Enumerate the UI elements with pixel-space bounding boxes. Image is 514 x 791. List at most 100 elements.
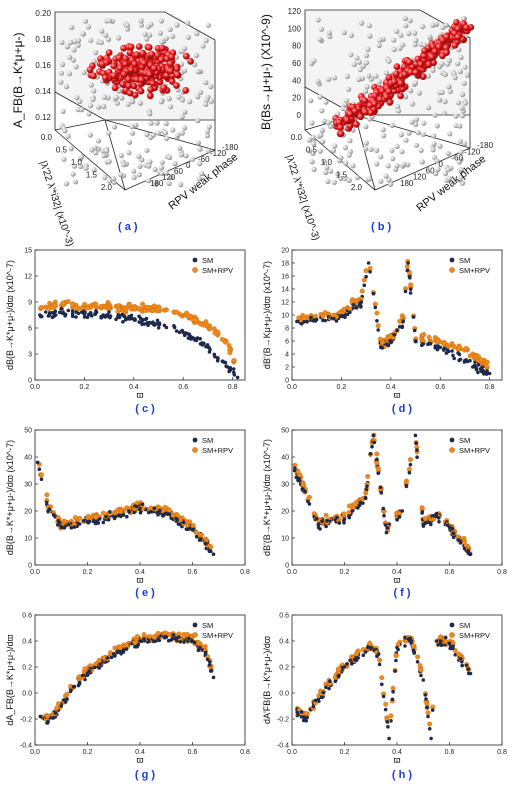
panel-g-scatter: 0.0 0.2 0.4 0.6 0.8 -0.4 -0.2 0.0 0.2 0.4 0.6 ϖ dA_F… [5,613,250,782]
panel-d-sm-point [334,319,339,323]
panel-b-gray-ball [324,164,330,170]
panel-h-sm-point [376,652,381,656]
panel-b-gray-ball [331,75,338,81]
panel-b-gray-ball [386,58,392,64]
panel-d-sm-point [343,315,347,320]
panel-a-gray-ball [96,104,102,110]
panel-b-gray-ball [311,141,317,147]
panel-a-gray-ball [91,167,97,173]
panel-a-gray-ball [158,99,164,105]
panel-g-sm-point [187,636,191,641]
panel-h-sm-point [425,705,429,710]
panel-a-gray-ball [111,176,117,182]
panel-c-sm-point [93,312,98,317]
panel-d-sm-point [450,349,454,353]
panel-h-x-label: ϖ [393,755,400,765]
panel-g-sm-point [198,645,202,650]
panel-c-rpv-point [150,307,156,313]
panel-a-gray-ball [137,163,143,169]
panel-b-gray-ball [460,16,467,22]
panel-b-gray-ball [395,104,401,110]
panel-b-gray-ball [460,91,466,98]
panel-c-sm-point [99,314,103,319]
panel-h-sm-point [424,697,428,701]
panel-a-x-tick: 0.0 [41,133,53,142]
panel-h-rpv-point [443,639,449,645]
panel-b-gray-ball [321,118,327,124]
panel-a-red-ball [110,72,118,79]
panel-e-sm-point [97,517,102,521]
panel-h-sm-point [311,704,316,709]
panel-a-gray-ball [166,96,172,102]
panel-c-x-tick-label: 0.6 [178,384,188,391]
panel-c-rpv-point [222,339,228,345]
panel-h-sm-point [303,717,307,721]
panel-a-gray-ball [175,132,181,138]
panel-g-rpv-point [117,645,123,651]
panel-d-y-tick-label: 20 [281,248,289,255]
panel-e-sm-point [46,509,50,513]
panel-b-gray-ball [374,161,380,167]
panel-b-gray-ball [403,137,409,143]
panel-a-gray-ball [174,22,180,28]
panel-d-rpv-point [404,264,410,270]
panel-b-red-ball [420,52,428,60]
panel-a-gray-ball [58,79,64,85]
panel-e-rpv-point [174,512,180,518]
panel-d-rpv-point [361,277,367,283]
panel-b-gray-ball [456,159,463,165]
panel-a-gray-ball [179,97,186,103]
panel-d-sm-point [476,363,481,367]
panel-a-red-ball [137,87,145,95]
panel-h-sm-point [394,658,398,663]
panel-f-scatter: 0.0 0.2 0.4 0.6 0.8 0 10 20 30 40 50 ϖ dB'(B→K*+μ+μ-… [262,428,507,600]
panel-c-sm-point [181,330,185,335]
panel-g-legend-rpv-marker [192,632,198,638]
panel-b-gray-ball [430,67,436,73]
panel-c-sm-point [198,336,202,341]
panel-h-sm-point [395,645,399,650]
panel-g-sm-point [196,648,201,653]
panel-f-sm-point [404,483,409,488]
panel-a-caption: ( a ) [118,221,138,233]
panel-g-sm-point [65,697,69,701]
panel-a-gray-ball [107,178,113,184]
panel-f-sm-point [434,511,439,516]
panel-a-red-ball [149,80,157,87]
panel-a-gray-ball [179,152,185,158]
panel-d-sm-point [426,342,430,347]
panel-g-sm-point [207,663,212,667]
panel-a-gray-ball [167,26,173,32]
panel-e-sm-point [138,506,142,511]
panel-h-sm-point [366,645,370,650]
panel-d-y-tick-label: 8 [285,326,289,333]
panel-c-rpv-point [82,301,88,307]
panel-f-sm-point [375,457,379,462]
panel-b-red-ball [442,44,450,51]
panel-g-sm-point [142,637,146,641]
panel-b-x-label: |λ'22 λ'*i32| (x10^-3) [283,154,321,242]
panel-a-gray-ball [113,94,119,100]
panel-h-rpv-point [383,701,389,707]
panel-c-rpv-point [142,308,148,313]
panel-a-gray-ball [98,39,104,46]
panel-f-sm-point [320,519,324,523]
panel-b-gray-ball [396,108,402,114]
panel-h-sm-point [429,736,433,741]
panel-c-rpv-point [98,303,104,309]
panel-a-gray-ball [147,111,153,117]
panel-h-sm-point [408,636,412,641]
panel-a-red-ball [167,67,175,75]
panel-h-sm-point [411,648,416,653]
panel-a-red-ball [163,72,171,79]
panel-b-gray-ball [398,132,404,138]
panel-b-x-tick: 0.5 [306,146,318,155]
panel-c-rpv-point [73,305,79,311]
panel-h-sm-point [333,679,338,684]
panel-c-sm-point [151,320,155,325]
panel-f-sm-point [420,511,424,515]
panel-b-red-ball [357,113,364,121]
panel-g-sm-point [46,719,50,724]
panel-a-gray-ball [194,30,200,37]
panel-f-rpv-point [462,538,467,544]
